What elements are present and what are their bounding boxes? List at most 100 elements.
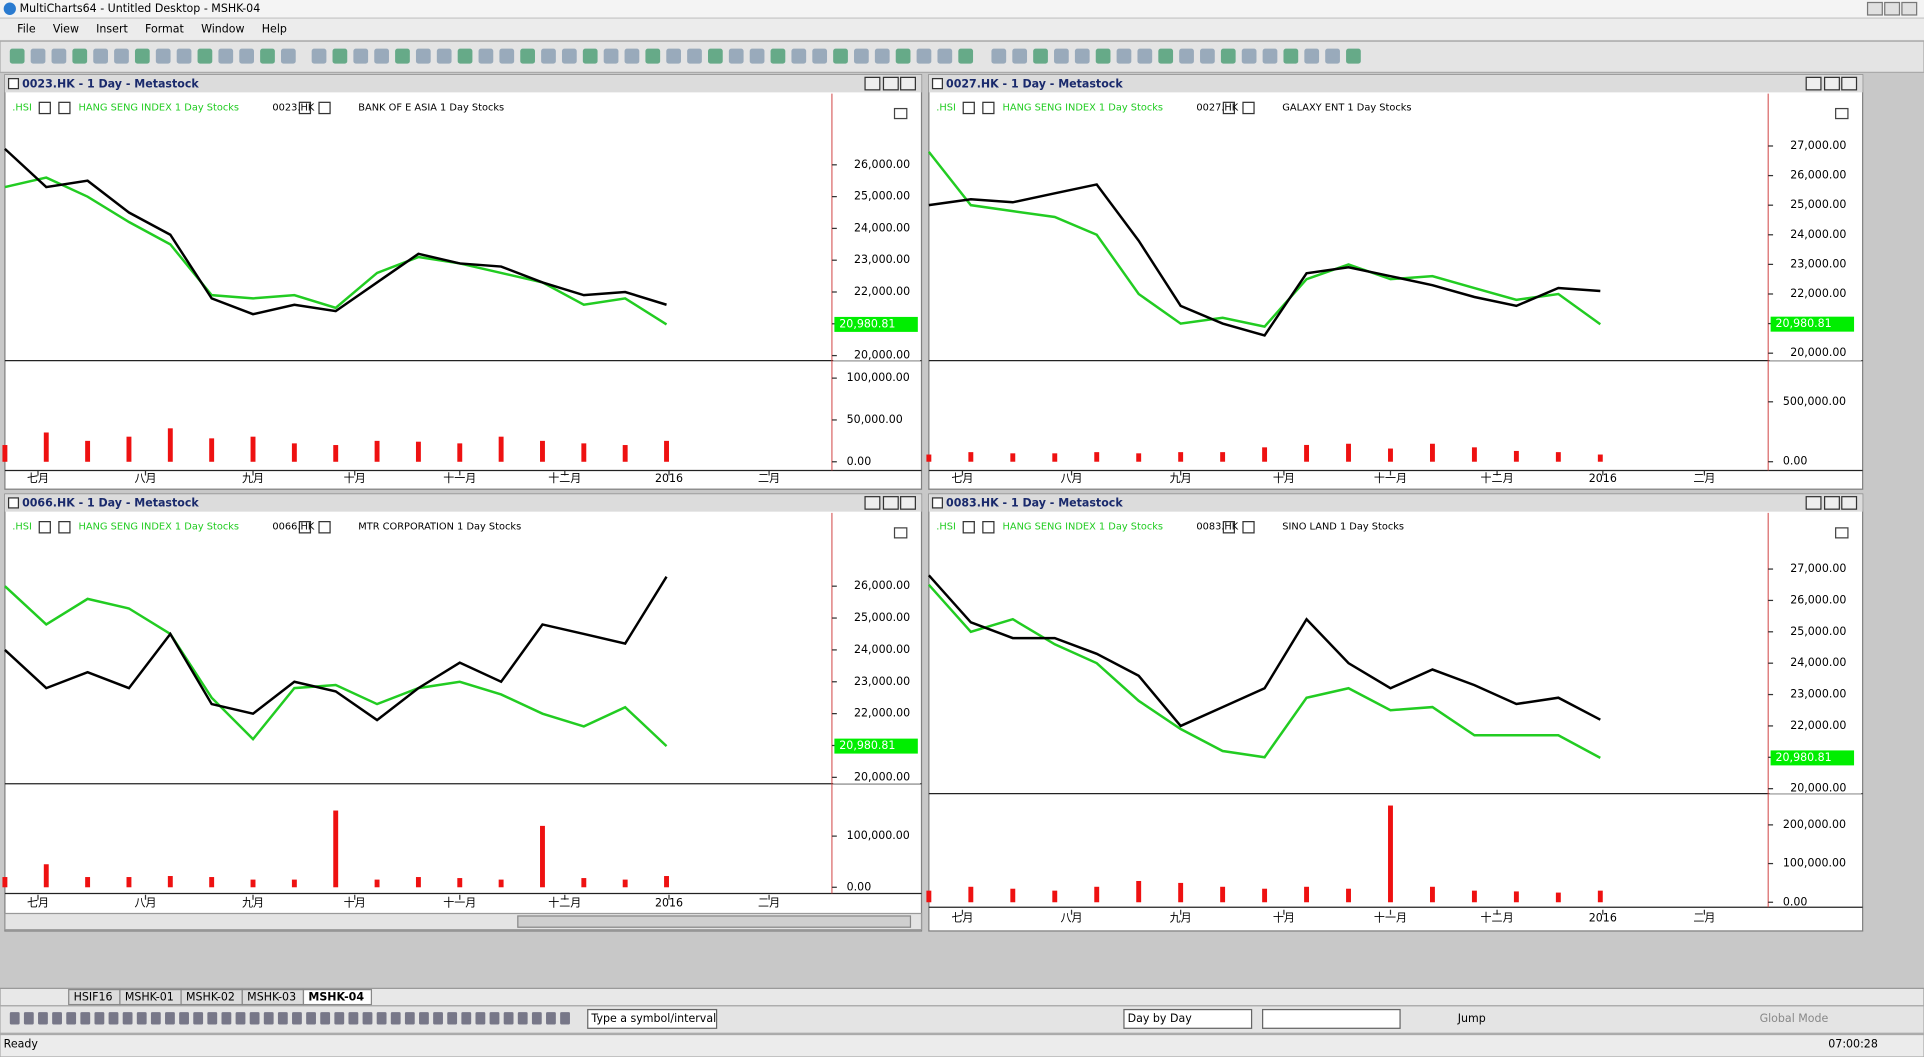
tool-icon[interactable] xyxy=(503,1012,514,1025)
toolbar-icon[interactable] xyxy=(155,48,171,64)
window-button[interactable] xyxy=(900,496,916,510)
tool-icon[interactable] xyxy=(179,1012,189,1025)
toolbar-icon[interactable] xyxy=(812,48,828,64)
tool-icon[interactable] xyxy=(419,1012,429,1025)
window-button[interactable] xyxy=(1805,76,1822,91)
tool-icon[interactable] xyxy=(165,1012,175,1025)
toolbar-icon[interactable] xyxy=(1158,48,1174,64)
symbol-box[interactable] xyxy=(587,1008,718,1029)
toolbar-icon[interactable] xyxy=(833,48,848,64)
legend-dropdown[interactable] xyxy=(962,101,975,115)
toolbar-icon[interactable] xyxy=(114,48,129,64)
tool-icon[interactable] xyxy=(447,1012,458,1025)
toolbar-icon[interactable] xyxy=(1116,48,1132,64)
legend-dropdown[interactable] xyxy=(58,521,71,534)
toolbar-icon[interactable] xyxy=(791,48,807,64)
toolbar-icon[interactable] xyxy=(176,48,192,64)
tool-icon[interactable] xyxy=(108,1012,119,1025)
window-button[interactable] xyxy=(864,496,881,510)
toolbar-icon[interactable] xyxy=(1074,48,1090,64)
chart-tool-icon[interactable] xyxy=(893,107,908,120)
maximize-button[interactable] xyxy=(1884,1,1901,16)
toolbar-icon[interactable] xyxy=(374,48,389,64)
tool-icon[interactable] xyxy=(38,1012,48,1025)
legend-dropdown[interactable] xyxy=(1222,101,1236,115)
toolbar-icon[interactable] xyxy=(687,48,702,64)
global-mode[interactable]: Global Mode xyxy=(1760,1012,1829,1025)
tool-icon[interactable] xyxy=(546,1012,556,1025)
toolbar-icon[interactable] xyxy=(1179,48,1194,64)
legend-dropdown[interactable] xyxy=(298,101,312,115)
tool-icon[interactable] xyxy=(433,1012,443,1025)
chart-tool-icon[interactable] xyxy=(1835,527,1849,539)
legend-dropdown[interactable] xyxy=(982,521,995,534)
tab-label[interactable]: MSHK-01 xyxy=(125,991,174,1004)
toolbar-icon[interactable] xyxy=(645,48,661,64)
tool-icon[interactable] xyxy=(94,1012,105,1025)
toolbar-icon[interactable] xyxy=(260,48,275,64)
tool-icon[interactable] xyxy=(461,1012,472,1025)
toolbar-icon[interactable] xyxy=(958,48,974,64)
legend-dropdown[interactable] xyxy=(318,101,331,115)
toolbar-icon[interactable] xyxy=(332,48,348,64)
toolbar-icon[interactable] xyxy=(499,48,515,64)
toolbar-icon[interactable] xyxy=(436,48,452,64)
toolbar-icon[interactable] xyxy=(520,48,535,64)
tool-icon[interactable] xyxy=(376,1012,387,1025)
legend-dropdown[interactable] xyxy=(318,521,331,534)
tool-icon[interactable] xyxy=(122,1012,133,1025)
tool-icon[interactable] xyxy=(277,1012,288,1025)
tool-icon[interactable] xyxy=(207,1012,218,1025)
scroll-thumb[interactable] xyxy=(517,915,912,928)
toolbar-icon[interactable] xyxy=(30,48,46,64)
legend-dropdown[interactable] xyxy=(1222,521,1236,534)
menu-item[interactable]: Format xyxy=(145,22,185,35)
tool-icon[interactable] xyxy=(249,1012,260,1025)
tool-icon[interactable] xyxy=(348,1012,359,1025)
tool-icon[interactable] xyxy=(221,1012,232,1025)
tool-icon[interactable] xyxy=(390,1012,401,1025)
tool-icon[interactable] xyxy=(560,1012,570,1025)
toolbar-icon[interactable] xyxy=(1325,48,1340,64)
toolbar-icon[interactable] xyxy=(1346,48,1361,64)
window-button[interactable] xyxy=(900,76,916,91)
toolbar-icon[interactable] xyxy=(624,48,640,64)
tool-icon[interactable] xyxy=(404,1012,415,1025)
toolbar-icon[interactable] xyxy=(603,48,619,64)
window-button[interactable] xyxy=(1841,76,1858,91)
minimize-button[interactable] xyxy=(1866,1,1883,16)
toolbar-icon[interactable] xyxy=(854,48,869,64)
tool-icon[interactable] xyxy=(531,1012,542,1025)
tool-icon[interactable] xyxy=(263,1012,274,1025)
menu-item[interactable]: Window xyxy=(201,22,245,35)
toolbar-icon[interactable] xyxy=(1200,48,1215,64)
toolbar-icon[interactable] xyxy=(9,48,25,64)
interval-box-text[interactable]: Day by Day xyxy=(1128,1012,1193,1025)
tool-icon[interactable] xyxy=(292,1012,302,1025)
tool-icon[interactable] xyxy=(193,1012,204,1025)
toolbar-icon[interactable] xyxy=(937,48,953,64)
toolbar-icon[interactable] xyxy=(895,48,911,64)
toolbar-icon[interactable] xyxy=(1012,48,1028,64)
close-button[interactable] xyxy=(1901,1,1918,16)
tab-label[interactable]: MSHK-03 xyxy=(247,991,296,1004)
toolbar-icon[interactable] xyxy=(1033,48,1048,64)
tool-icon[interactable] xyxy=(362,1012,373,1025)
legend-dropdown[interactable] xyxy=(1242,521,1255,534)
interval-box[interactable] xyxy=(1123,1008,1253,1029)
menu-item[interactable]: Help xyxy=(262,22,287,35)
toolbar-icon[interactable] xyxy=(728,48,744,64)
toolbar-icon[interactable] xyxy=(1220,48,1236,64)
toolbar-icon[interactable] xyxy=(666,48,682,64)
toolbar-icon[interactable] xyxy=(1054,48,1069,64)
toolbar-icon[interactable] xyxy=(239,48,254,64)
legend-dropdown[interactable] xyxy=(298,521,312,534)
toolbar-icon[interactable] xyxy=(541,48,556,64)
toolbar-icon[interactable] xyxy=(561,48,577,64)
toolbar-icon[interactable] xyxy=(478,48,494,64)
toolbar-icon[interactable] xyxy=(415,48,431,64)
window-button[interactable] xyxy=(882,76,899,91)
menu-item[interactable]: View xyxy=(53,22,79,35)
legend-dropdown[interactable] xyxy=(962,521,975,534)
toolbar-icon[interactable] xyxy=(218,48,234,64)
